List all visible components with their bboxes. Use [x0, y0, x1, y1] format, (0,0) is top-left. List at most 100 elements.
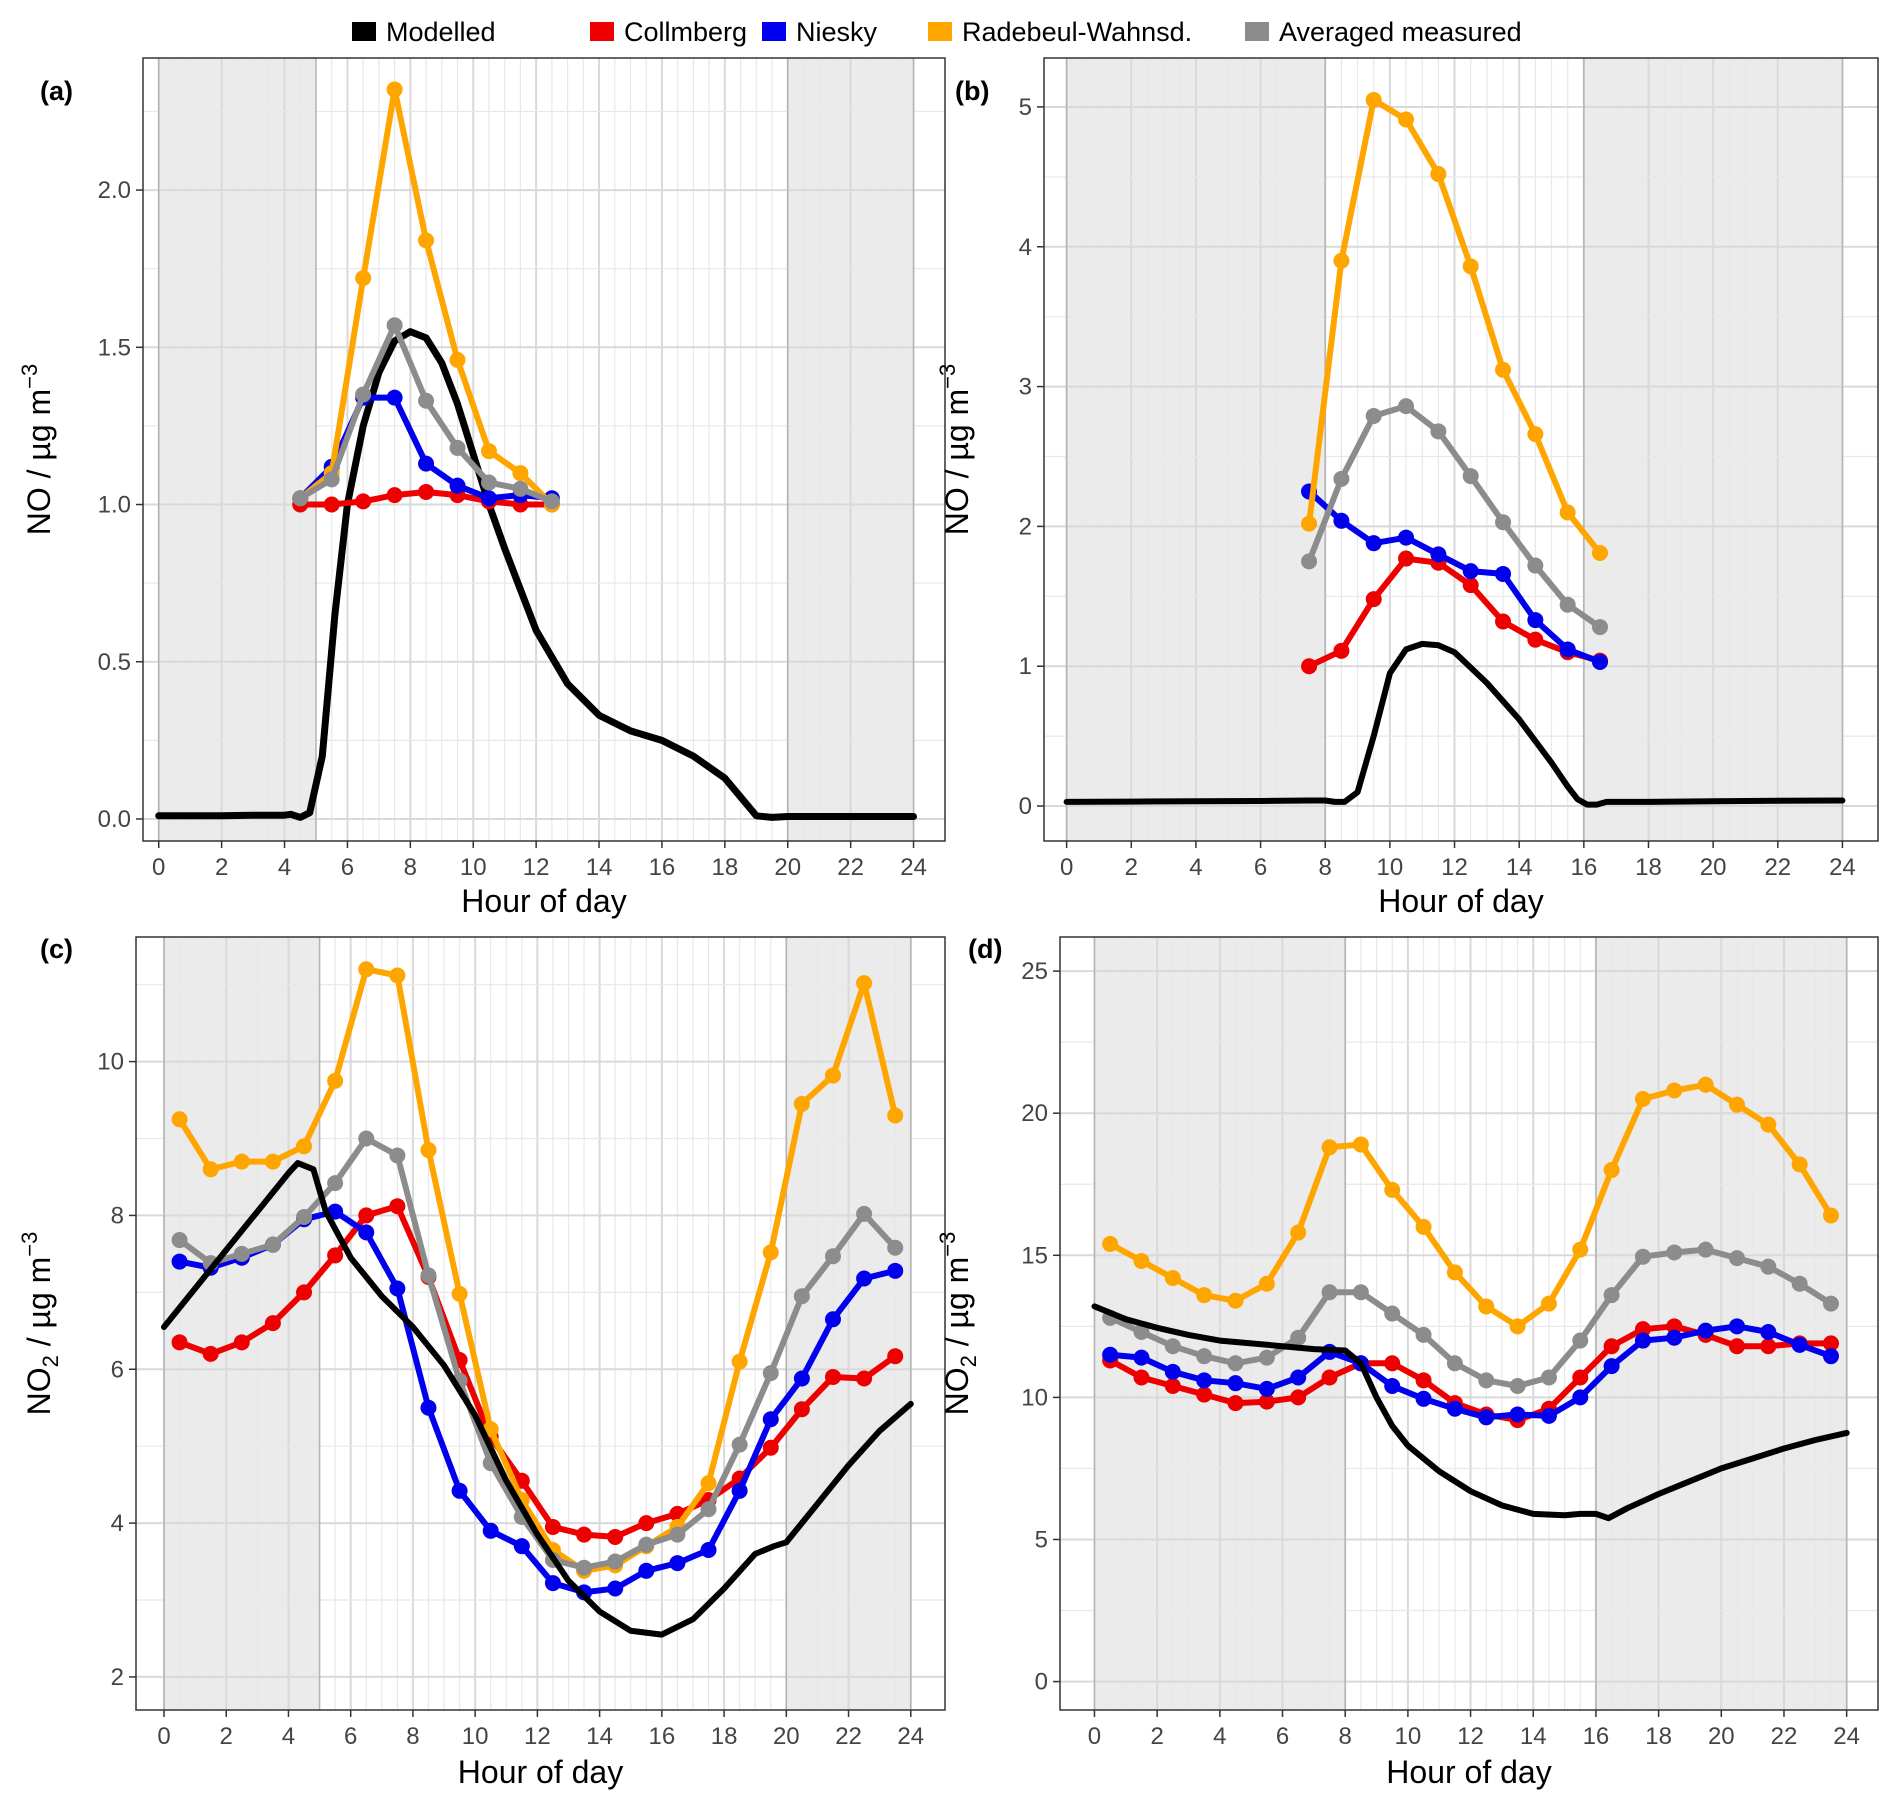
data-point-collmberg [296, 1284, 313, 1301]
legend-label-radebeul-wahnsd: Radebeul-Wahnsd. [962, 17, 1192, 47]
x-tick-label: 6 [1276, 1723, 1289, 1750]
data-point-radebeul-wahnsd [449, 351, 466, 368]
x-tick-label: 8 [404, 854, 417, 881]
data-point-niesky [1365, 535, 1382, 552]
data-point-niesky [420, 1399, 437, 1416]
data-point-averaged-measured [512, 480, 529, 497]
data-point-radebeul-wahnsd [451, 1285, 468, 1302]
data-point-radebeul-wahnsd [1540, 1295, 1557, 1312]
legend-key-collmberg [590, 22, 614, 41]
x-tick-label: 0 [1060, 854, 1073, 881]
data-point-averaged-measured [327, 1175, 344, 1192]
data-point-averaged-measured [856, 1205, 873, 1222]
data-point-niesky [480, 490, 497, 507]
data-point-radebeul-wahnsd [1415, 1218, 1432, 1235]
panel-a: 0 2 4 6 8 10 12 14 16 18 20 22 240.00.51.01.52.0Hour… [17, 57, 946, 919]
x-tick-label: 6 [341, 854, 354, 881]
x-tick-label: 4 [1213, 1723, 1226, 1750]
data-point-radebeul-wahnsd [1133, 1252, 1150, 1269]
data-point-collmberg [202, 1345, 219, 1362]
y-tick-label: 0 [1035, 1669, 1048, 1696]
panel-tag: (b) [955, 76, 989, 106]
data-point-niesky [1527, 612, 1544, 629]
data-point-niesky [887, 1262, 904, 1279]
data-point-averaged-measured [264, 1236, 281, 1253]
data-point-niesky [1791, 1336, 1808, 1353]
data-point-collmberg [638, 1515, 655, 1532]
data-point-averaged-measured [1301, 553, 1318, 570]
data-point-collmberg [793, 1401, 810, 1418]
data-point-averaged-measured [1384, 1305, 1401, 1322]
y-axis-title-unit: / µg m [939, 389, 975, 487]
data-point-collmberg [824, 1368, 841, 1385]
x-tick-label: 16 [1570, 854, 1597, 881]
data-point-radebeul-wahnsd [1258, 1275, 1275, 1292]
y-axis-title-species: NO [21, 487, 57, 535]
x-tick-label: 2 [220, 1723, 233, 1750]
data-point-averaged-measured [1527, 557, 1544, 574]
data-point-collmberg [1227, 1395, 1244, 1412]
x-tick-label: 10 [462, 1723, 489, 1750]
data-point-averaged-measured [355, 386, 372, 403]
x-tick-label: 22 [1771, 1723, 1798, 1750]
series-modelled [1063, 640, 1846, 808]
data-point-collmberg [1527, 631, 1544, 648]
y-tick-label: 6 [111, 1356, 124, 1383]
data-point-radebeul-wahnsd [327, 1072, 344, 1089]
grid [1044, 58, 1878, 841]
x-tick-label: 12 [1441, 854, 1468, 881]
y-axis-title-species: NO [21, 1367, 57, 1415]
data-point-collmberg [1258, 1393, 1275, 1410]
data-point-niesky [1333, 512, 1350, 529]
x-tick-label: 14 [586, 1723, 613, 1750]
data-point-radebeul-wahnsd [418, 232, 435, 249]
data-point-niesky [358, 1224, 375, 1241]
data-point-averaged-measured [292, 490, 309, 507]
x-tick-label: 18 [711, 1723, 738, 1750]
data-point-averaged-measured [1728, 1250, 1745, 1267]
data-point-collmberg [386, 487, 403, 504]
data-point-radebeul-wahnsd [512, 465, 529, 482]
data-point-averaged-measured [449, 439, 466, 456]
y-tick-label: 3 [1019, 374, 1032, 401]
legend-item-radebeul-wahnsd: Radebeul-Wahnsd. [928, 17, 1192, 47]
data-point-averaged-measured [480, 474, 497, 491]
x-tick-label: 16 [1583, 1723, 1610, 1750]
data-point-radebeul-wahnsd [1430, 166, 1447, 183]
y-tick-label: 1 [1019, 653, 1032, 680]
data-point-radebeul-wahnsd [1634, 1090, 1651, 1107]
grid [143, 58, 945, 841]
data-point-averaged-measured [1495, 514, 1512, 531]
y-axis-title-subscript: 2 [38, 1355, 63, 1367]
data-point-collmberg [389, 1198, 406, 1215]
data-point-niesky [1603, 1358, 1620, 1375]
y-tick-label: 10 [97, 1049, 124, 1076]
data-point-averaged-measured [1133, 1324, 1150, 1341]
data-point-radebeul-wahnsd [386, 81, 403, 98]
data-point-averaged-measured [1603, 1287, 1620, 1304]
y-axis-title-superscript: −3 [935, 364, 960, 389]
data-point-radebeul-wahnsd [1462, 258, 1479, 275]
y-tick-label: 25 [1021, 958, 1048, 985]
data-point-collmberg [264, 1315, 281, 1332]
x-tick-label: 14 [1520, 1723, 1547, 1750]
x-tick-label: 2 [1125, 854, 1138, 881]
legend-item-collmberg: Collmberg [590, 17, 747, 47]
data-point-collmberg [1666, 1318, 1683, 1335]
data-point-niesky [793, 1370, 810, 1387]
x-tick-label: 4 [1189, 854, 1202, 881]
panel-tag: (c) [40, 934, 73, 964]
data-point-collmberg [327, 1247, 344, 1264]
data-point-averaged-measured [638, 1536, 655, 1553]
data-point-niesky [1227, 1375, 1244, 1392]
data-point-collmberg [1603, 1338, 1620, 1355]
data-point-collmberg [544, 1518, 561, 1535]
data-point-niesky [1384, 1378, 1401, 1395]
legend-key-radebeul-wahnsd [928, 22, 952, 41]
data-point-averaged-measured [669, 1526, 686, 1543]
legend-item-niesky: Niesky [762, 17, 878, 47]
y-axis-title-superscript: −3 [17, 1232, 42, 1257]
data-point-radebeul-wahnsd [1352, 1136, 1369, 1153]
data-point-radebeul-wahnsd [1384, 1181, 1401, 1198]
